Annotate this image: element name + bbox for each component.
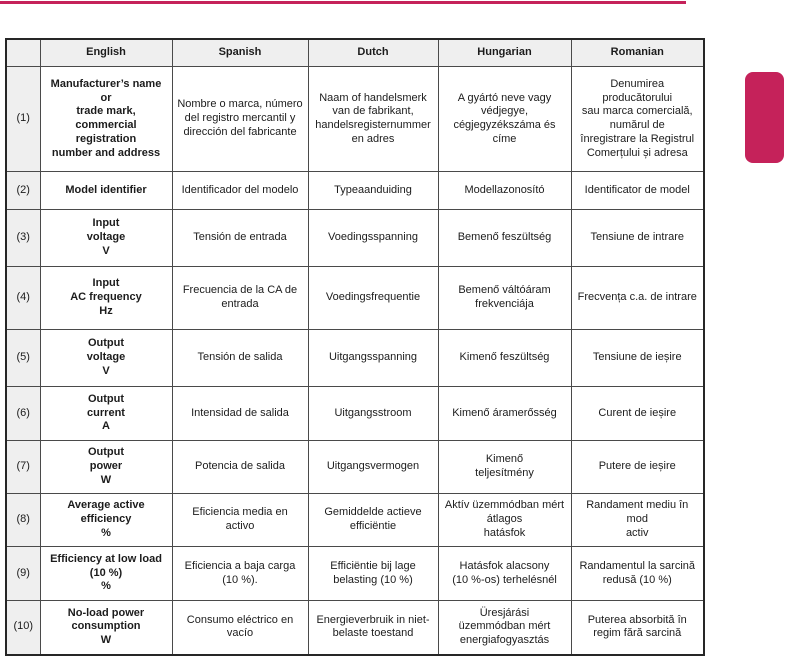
cell-spanish: Consumo eléctrico en vacío	[171, 600, 309, 655]
table-row: (2) Model identifier Identificador del m…	[5, 171, 705, 210]
header-cell-blank	[5, 38, 41, 67]
cell-spanish: Nombre o marca, número del registro merc…	[171, 66, 309, 172]
cell-english: Input voltage V	[39, 209, 173, 267]
row-number-cell: (5)	[5, 329, 41, 387]
cell-romanian: Tensiune de ieșire	[570, 329, 705, 387]
cell-english: Output voltage V	[39, 329, 173, 387]
row-number-cell: (1)	[5, 66, 41, 172]
side-bookmark-tab	[745, 72, 784, 163]
top-accent-rule	[0, 1, 686, 4]
cell-dutch: Typeaanduiding	[307, 171, 439, 210]
cell-spanish: Tensión de entrada	[171, 209, 309, 267]
table-row: (6) Output current A Intensidad de salid…	[5, 386, 705, 441]
cell-dutch: Voedingsspanning	[307, 209, 439, 267]
cell-hungarian: Hatásfok alacsony (10 %-os) terhelésnél	[437, 546, 572, 601]
table-row: (4) Input AC frequency Hz Frecuencia de …	[5, 266, 705, 330]
row-number-cell: (4)	[5, 266, 41, 330]
table-row: (3) Input voltage V Tensión de entrada V…	[5, 209, 705, 267]
cell-romanian: Puterea absorbită în regim fără sarcină	[570, 600, 705, 655]
header-cell-dutch: Dutch	[307, 38, 439, 67]
cell-hungarian: Kimenő feszültség	[437, 329, 572, 387]
row-number-cell: (7)	[5, 440, 41, 494]
cell-romanian: Tensiune de intrare	[570, 209, 705, 267]
cell-dutch: Uitgangsstroom	[307, 386, 439, 441]
cell-romanian: Frecvența c.a. de intrare	[570, 266, 705, 330]
cell-hungarian: Aktív üzemmódban mért átlagos hatásfok	[437, 493, 572, 547]
cell-romanian: Randamentul la sarcină redusă (10 %)	[570, 546, 705, 601]
cell-romanian: Randament mediu în mod activ	[570, 493, 705, 547]
cell-english: Average active efficiency %	[39, 493, 173, 547]
cell-spanish: Frecuencia de la CA de entrada	[171, 266, 309, 330]
cell-dutch: Efficiëntie bij lage belasting (10 %)	[307, 546, 439, 601]
cell-hungarian: Kimenő áramerősség	[437, 386, 572, 441]
cell-dutch: Naam of handelsmerk van de fabrikant, ha…	[307, 66, 439, 172]
cell-english: Model identifier	[39, 171, 173, 210]
cell-english: Efficiency at low load (10 %) %	[39, 546, 173, 601]
cell-hungarian: Modellazonosító	[437, 171, 572, 210]
row-number-cell: (8)	[5, 493, 41, 547]
cell-english: Output power W	[39, 440, 173, 494]
cell-romanian: Putere de ieșire	[570, 440, 705, 494]
cell-spanish: Eficiencia a baja carga (10 %).	[171, 546, 309, 601]
row-number-cell: (3)	[5, 209, 41, 267]
cell-dutch: Energieverbruik in niet- belaste toestan…	[307, 600, 439, 655]
cell-dutch: Gemiddelde actieve efficiëntie	[307, 493, 439, 547]
cell-hungarian: Üresjárási üzemmódban mért energiafogyas…	[437, 600, 572, 655]
cell-romanian: Denumirea producătorului sau marca comer…	[570, 66, 705, 172]
table-body: (1) Manufacturer’s name or trade mark, c…	[5, 66, 705, 655]
cell-dutch: Voedingsfrequentie	[307, 266, 439, 330]
cell-english: Manufacturer’s name or trade mark, comme…	[39, 66, 173, 172]
cell-english: Output current A	[39, 386, 173, 441]
cell-hungarian: A gyártó neve vagy védjegye, cégjegyzéks…	[437, 66, 572, 172]
row-number-cell: (6)	[5, 386, 41, 441]
table-row: (5) Output voltage V Tensión de salida U…	[5, 329, 705, 387]
cell-spanish: Tensión de salida	[171, 329, 309, 387]
row-number-cell: (9)	[5, 546, 41, 601]
header-cell-romanian: Romanian	[570, 38, 705, 67]
cell-spanish: Intensidad de salida	[171, 386, 309, 441]
cell-spanish: Eficiencia media en activo	[171, 493, 309, 547]
table-row: (1) Manufacturer’s name or trade mark, c…	[5, 66, 705, 172]
table-row: (8) Average active efficiency % Eficienc…	[5, 493, 705, 547]
header-cell-spanish: Spanish	[171, 38, 309, 67]
header-cell-hungarian: Hungarian	[437, 38, 572, 67]
cell-spanish: Potencia de salida	[171, 440, 309, 494]
header-cell-english: English	[39, 38, 173, 67]
cell-hungarian: Bemenő váltóáram frekvenciája	[437, 266, 572, 330]
row-number-cell: (2)	[5, 171, 41, 210]
cell-romanian: Curent de ieșire	[570, 386, 705, 441]
cell-english: Input AC frequency Hz	[39, 266, 173, 330]
cell-dutch: Uitgangsspanning	[307, 329, 439, 387]
cell-english: No-load power consumption W	[39, 600, 173, 655]
cell-dutch: Uitgangsvermogen	[307, 440, 439, 494]
cell-spanish: Identificador del modelo	[171, 171, 309, 210]
table-row: (9) Efficiency at low load (10 %) % Efic…	[5, 546, 705, 601]
language-spec-table: English Spanish Dutch Hungarian Romanian…	[5, 38, 705, 656]
header-row: English Spanish Dutch Hungarian Romanian	[5, 38, 705, 67]
cell-romanian: Identificator de model	[570, 171, 705, 210]
row-number-cell: (10)	[5, 600, 41, 655]
table-row: (7) Output power W Potencia de salida Ui…	[5, 440, 705, 494]
table-row: (10) No-load power consumption W Consumo…	[5, 600, 705, 655]
cell-hungarian: Kimenő teljesítmény	[437, 440, 572, 494]
cell-hungarian: Bemenő feszültség	[437, 209, 572, 267]
